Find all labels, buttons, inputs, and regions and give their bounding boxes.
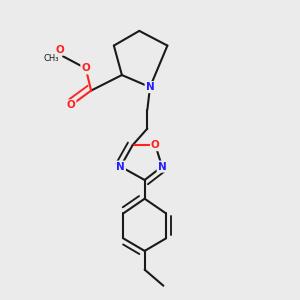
Text: N: N — [146, 82, 154, 92]
Text: O: O — [151, 140, 160, 150]
Text: CH₃: CH₃ — [44, 55, 59, 64]
Text: O: O — [56, 45, 65, 55]
Text: O: O — [81, 63, 90, 74]
Text: O: O — [67, 100, 75, 110]
Text: N: N — [158, 162, 167, 172]
Text: N: N — [116, 162, 125, 172]
